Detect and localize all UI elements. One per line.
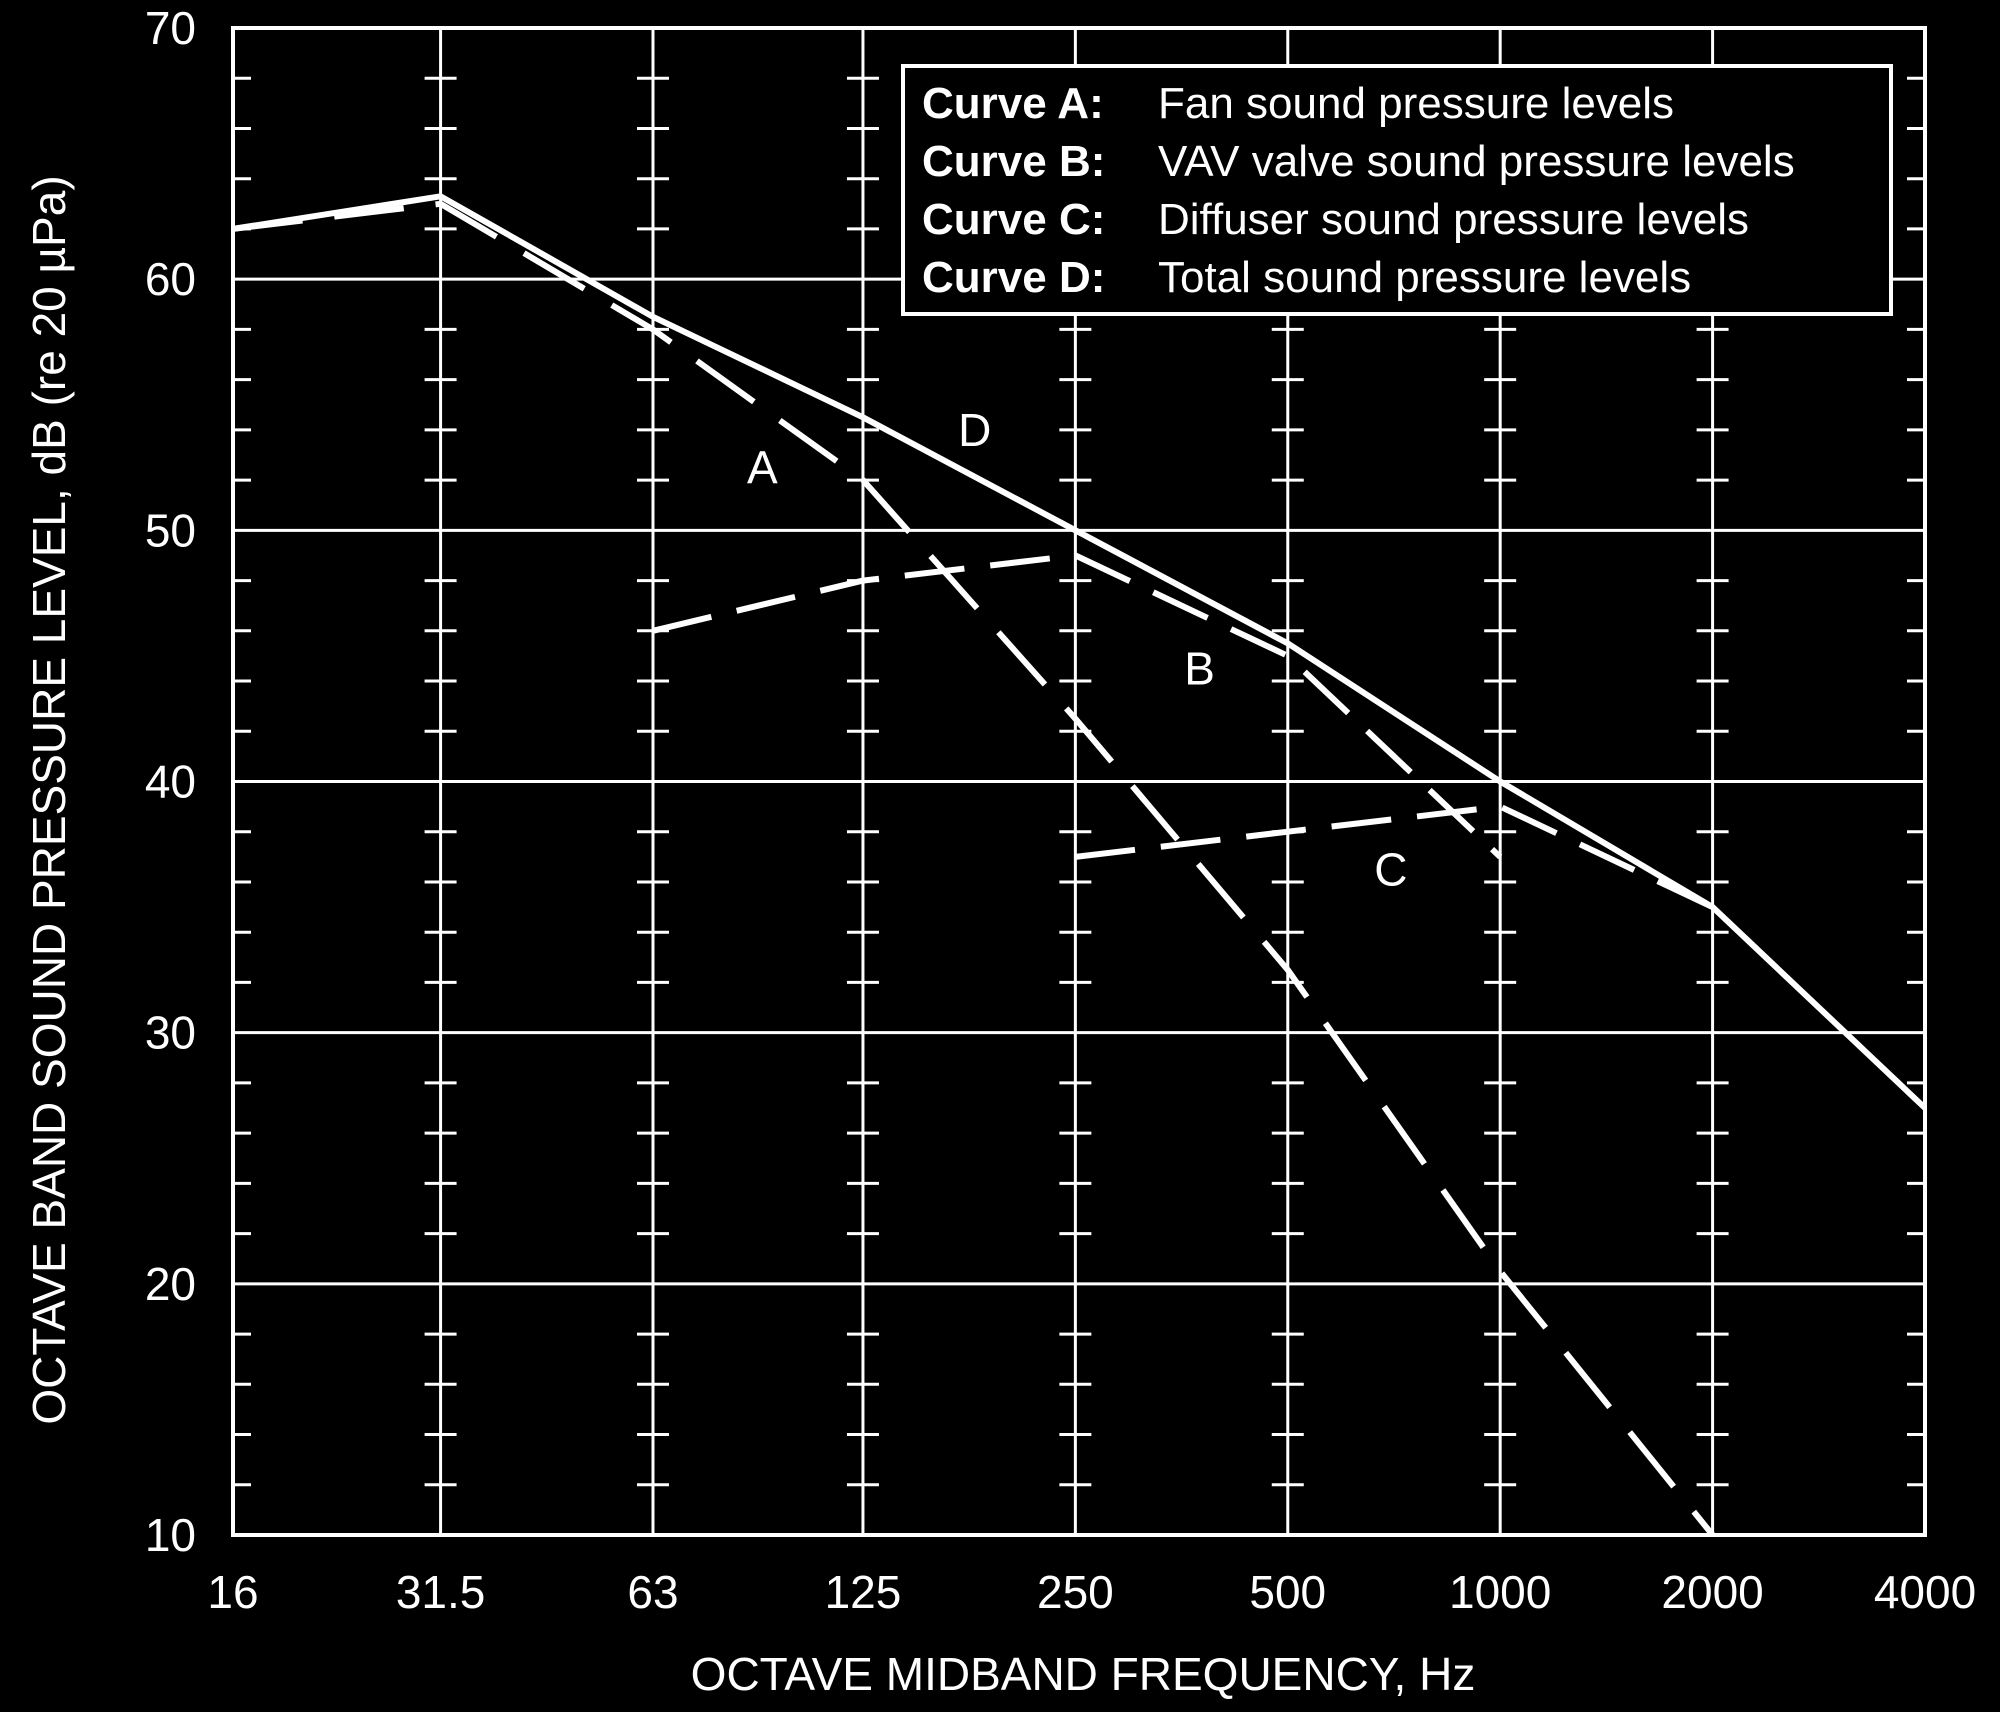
y-tick-label: 10 — [145, 1509, 196, 1561]
x-tick-label: 500 — [1249, 1566, 1326, 1618]
curve-label-d: D — [958, 404, 991, 456]
x-axis-title: OCTAVE MIDBAND FREQUENCY, Hz — [691, 1648, 1476, 1700]
curve-label-c: C — [1374, 843, 1407, 895]
y-tick-label: 20 — [145, 1258, 196, 1310]
legend-key: Curve C: — [922, 195, 1105, 244]
y-tick-label: 60 — [145, 253, 196, 305]
grid — [231, 26, 1927, 1537]
x-tick-label: 1000 — [1449, 1566, 1551, 1618]
legend-key: Curve D: — [922, 253, 1105, 302]
curve-labels: A D B C — [747, 404, 1408, 896]
y-axis-title: OCTAVE BAND SOUND PRESSURE LEVEL, dB (re… — [23, 175, 75, 1424]
legend-desc: Diffuser sound pressure levels — [1158, 195, 1749, 244]
tick-labels: 16 31.5 63 125 250 500 1000 2000 4000 10 20 30 40 50 6… — [145, 2, 1976, 1618]
x-tick-label: 63 — [627, 1566, 678, 1618]
legend-box — [901, 64, 1893, 316]
curve-d — [232, 193, 1928, 1111]
legend-key: Curve A: — [922, 79, 1104, 128]
x-tick-label: 31.5 — [396, 1566, 486, 1618]
curve-a — [232, 200, 1715, 1537]
curve-b — [652, 552, 1503, 860]
x-tick-label: 16 — [207, 1566, 258, 1618]
y-tick-label: 70 — [145, 2, 196, 54]
y-tick-label: 50 — [145, 504, 196, 556]
x-tick-label: 4000 — [1874, 1566, 1976, 1618]
x-tick-label: 125 — [825, 1566, 902, 1618]
curve-c — [1075, 803, 1714, 910]
x-tick-label: 250 — [1037, 1566, 1114, 1618]
legend-desc: VAV valve sound pressure levels — [1158, 137, 1795, 186]
x-tick-label: 2000 — [1661, 1566, 1763, 1618]
curves — [232, 193, 1928, 1537]
legend: Curve A: Fan sound pressure levels Curve B… — [901, 64, 1893, 316]
curve-label-b: B — [1184, 642, 1215, 694]
y-tick-label: 30 — [145, 1007, 196, 1059]
curve-label-a: A — [747, 442, 778, 494]
y-tick-label: 40 — [145, 756, 196, 808]
legend-key: Curve B: — [922, 137, 1105, 186]
legend-desc: Total sound pressure levels — [1158, 253, 1691, 302]
legend-desc: Fan sound pressure levels — [1158, 79, 1674, 128]
